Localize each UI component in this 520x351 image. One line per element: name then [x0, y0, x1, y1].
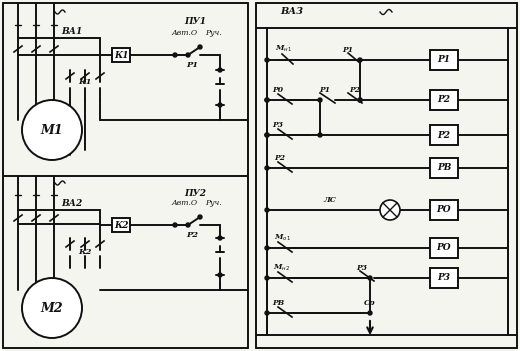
Circle shape	[265, 133, 269, 137]
Text: Авт.О: Авт.О	[172, 199, 198, 207]
Circle shape	[368, 311, 372, 315]
Circle shape	[218, 273, 222, 277]
Circle shape	[380, 200, 400, 220]
Text: Авт.О: Авт.О	[172, 29, 198, 37]
Text: М$_{н1}$: М$_{н1}$	[276, 44, 293, 54]
Circle shape	[358, 98, 362, 102]
Circle shape	[265, 98, 269, 102]
Text: Р0: Р0	[272, 86, 283, 94]
Text: ВА3: ВА3	[280, 7, 303, 16]
Bar	[430, 238, 458, 258]
Circle shape	[265, 208, 269, 212]
Circle shape	[265, 98, 269, 102]
Bar	[112, 218, 130, 232]
Text: М$_{о1}$: М$_{о1}$	[274, 233, 291, 243]
Circle shape	[186, 53, 190, 57]
Text: Р3: Р3	[357, 264, 368, 272]
Text: М2: М2	[41, 302, 63, 314]
Text: ПУ2: ПУ2	[184, 188, 206, 198]
Text: Р3: Р3	[272, 121, 283, 129]
Circle shape	[198, 215, 202, 219]
Text: К2: К2	[78, 248, 92, 256]
Text: РВ: РВ	[272, 299, 284, 307]
Circle shape	[358, 98, 362, 102]
Text: Р2: Р2	[275, 154, 285, 162]
Circle shape	[368, 276, 372, 280]
Text: К2: К2	[114, 220, 128, 230]
Text: Р1: Р1	[186, 61, 198, 69]
Circle shape	[22, 278, 82, 338]
Bar	[430, 90, 458, 110]
Text: РО: РО	[437, 205, 451, 214]
Text: Р2: Р2	[437, 131, 450, 139]
Text: Р1: Р1	[437, 55, 450, 65]
Circle shape	[218, 103, 222, 107]
Bar	[430, 125, 458, 145]
Text: Руч.: Руч.	[205, 29, 222, 37]
Circle shape	[22, 100, 82, 160]
Circle shape	[218, 68, 222, 72]
Bar	[430, 50, 458, 70]
Circle shape	[358, 58, 362, 62]
Text: ВА1: ВА1	[61, 27, 83, 37]
Circle shape	[265, 246, 269, 250]
Text: ПУ1: ПУ1	[184, 18, 206, 26]
Circle shape	[186, 223, 190, 227]
Text: РВ: РВ	[437, 164, 451, 172]
Circle shape	[198, 45, 202, 49]
Text: ЛС: ЛС	[323, 196, 336, 204]
Circle shape	[218, 236, 222, 240]
Text: РО: РО	[437, 244, 451, 252]
Circle shape	[265, 311, 269, 315]
Bar	[430, 268, 458, 288]
Bar	[112, 48, 130, 62]
Text: К1: К1	[78, 78, 92, 86]
Text: Р1: Р1	[343, 46, 354, 54]
Bar	[430, 200, 458, 220]
Text: Р3: Р3	[437, 273, 450, 283]
Text: М$_{н2}$: М$_{н2}$	[274, 263, 291, 273]
Circle shape	[173, 53, 177, 57]
Text: Р1: Р1	[319, 86, 331, 94]
Text: ВА2: ВА2	[61, 199, 83, 208]
Circle shape	[265, 133, 269, 137]
Text: Р2: Р2	[349, 86, 360, 94]
Circle shape	[265, 276, 269, 280]
Text: Ср: Ср	[364, 299, 376, 307]
Circle shape	[265, 166, 269, 170]
Text: Р2: Р2	[186, 231, 198, 239]
Bar	[430, 158, 458, 178]
Text: Р2: Р2	[437, 95, 450, 105]
Circle shape	[318, 98, 322, 102]
Circle shape	[173, 223, 177, 227]
Text: К1: К1	[114, 51, 128, 60]
Text: Руч.: Руч.	[205, 199, 222, 207]
Circle shape	[318, 133, 322, 137]
Circle shape	[265, 58, 269, 62]
Text: М1: М1	[41, 124, 63, 137]
